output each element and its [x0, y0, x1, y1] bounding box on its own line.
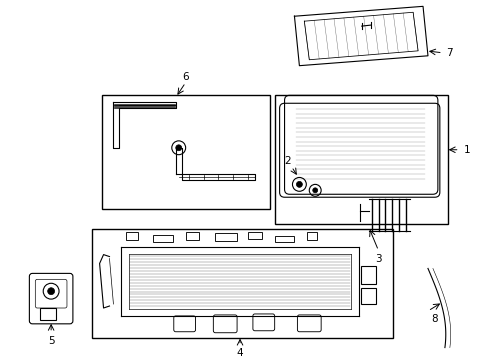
Bar: [185, 232, 199, 240]
Text: 1: 1: [463, 145, 470, 155]
Text: 8: 8: [431, 314, 437, 324]
Circle shape: [296, 181, 302, 187]
Bar: [153, 235, 172, 242]
Bar: [360, 288, 375, 304]
Bar: [40, 308, 56, 320]
Bar: [306, 232, 317, 240]
Text: 7: 7: [446, 48, 452, 58]
Bar: [215, 233, 237, 241]
Circle shape: [312, 188, 317, 193]
Bar: [91, 229, 392, 338]
Bar: [126, 232, 138, 240]
Bar: [102, 95, 269, 209]
Text: 3: 3: [374, 253, 381, 264]
Circle shape: [175, 145, 182, 151]
Bar: [247, 232, 261, 239]
Bar: [360, 266, 375, 284]
Bar: [274, 236, 294, 242]
Circle shape: [47, 288, 55, 294]
Text: 5: 5: [48, 336, 54, 346]
Text: 2: 2: [284, 156, 290, 166]
Text: 4: 4: [236, 347, 243, 357]
Text: 6: 6: [182, 72, 188, 82]
Bar: [274, 95, 447, 224]
